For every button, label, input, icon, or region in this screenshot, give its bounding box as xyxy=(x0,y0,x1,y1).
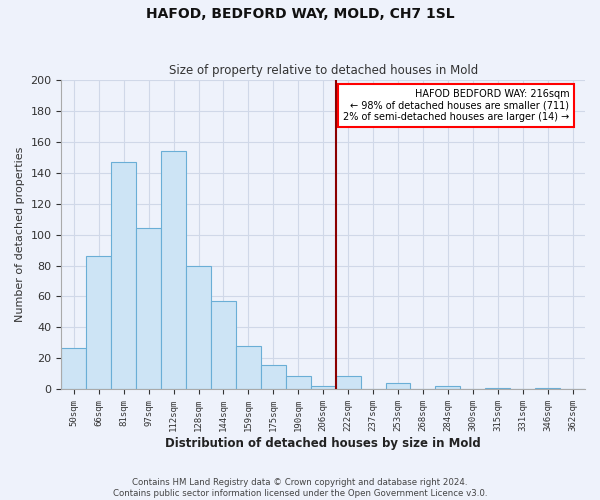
Bar xyxy=(86,256,111,390)
Y-axis label: Number of detached properties: Number of detached properties xyxy=(15,147,25,322)
Text: Contains HM Land Registry data © Crown copyright and database right 2024.
Contai: Contains HM Land Registry data © Crown c… xyxy=(113,478,487,498)
Bar xyxy=(335,376,361,390)
Bar xyxy=(211,301,236,390)
X-axis label: Distribution of detached houses by size in Mold: Distribution of detached houses by size … xyxy=(166,437,481,450)
Bar xyxy=(535,388,560,390)
Bar xyxy=(311,386,335,390)
Bar xyxy=(136,228,161,390)
Text: HAFOD BEDFORD WAY: 216sqm
← 98% of detached houses are smaller (711)
2% of semi-: HAFOD BEDFORD WAY: 216sqm ← 98% of detac… xyxy=(343,89,569,122)
Text: HAFOD, BEDFORD WAY, MOLD, CH7 1SL: HAFOD, BEDFORD WAY, MOLD, CH7 1SL xyxy=(146,8,454,22)
Bar xyxy=(186,266,211,390)
Bar xyxy=(236,346,261,390)
Bar xyxy=(286,376,311,390)
Bar xyxy=(111,162,136,390)
Bar xyxy=(261,364,286,390)
Bar xyxy=(161,151,186,390)
Title: Size of property relative to detached houses in Mold: Size of property relative to detached ho… xyxy=(169,64,478,77)
Bar xyxy=(386,384,410,390)
Bar xyxy=(436,386,460,390)
Bar xyxy=(61,348,86,390)
Bar xyxy=(485,388,510,390)
